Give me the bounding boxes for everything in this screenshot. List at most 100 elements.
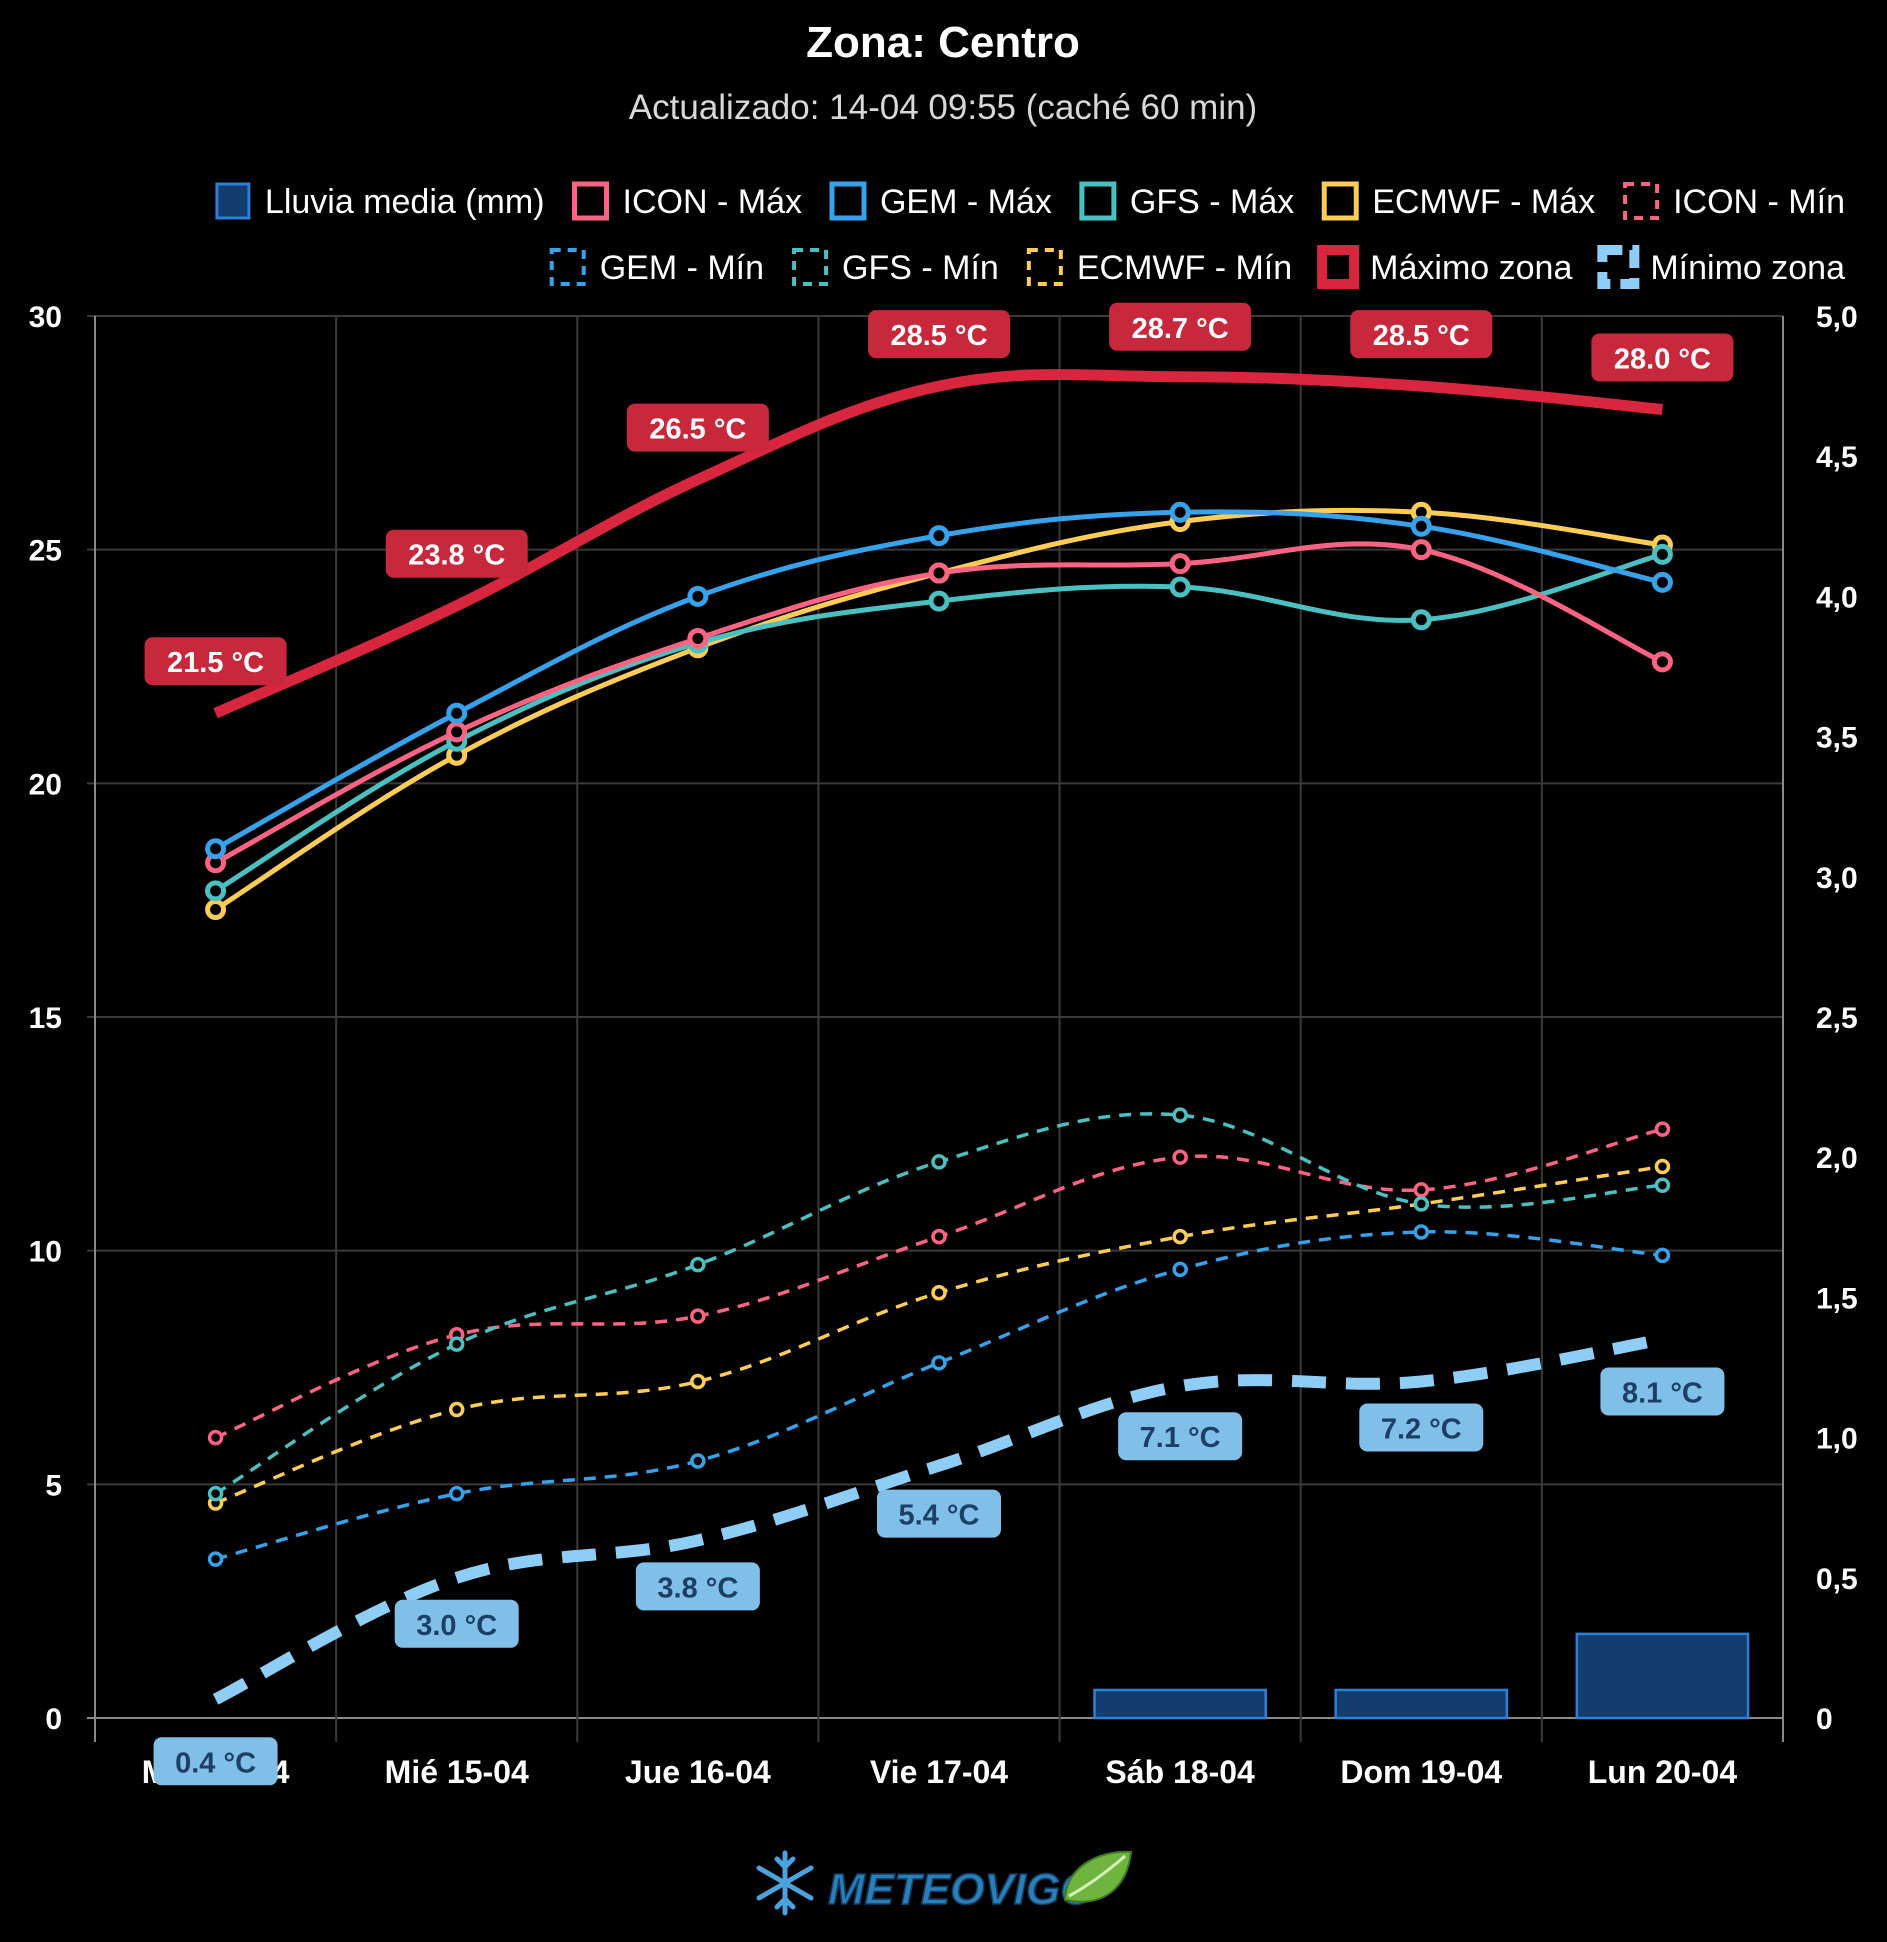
max-zone-label-text: 26.5 °C: [649, 414, 746, 446]
data-point: [1654, 1121, 1671, 1137]
legend-swatch: [549, 248, 586, 286]
data-point: [1169, 501, 1191, 523]
legend-swatch: [215, 182, 251, 220]
max-zone-label-bg: [1591, 333, 1734, 382]
min-zone-label-text: 3.8 °C: [657, 1572, 738, 1604]
max-zone-label-text: 28.7 °C: [1132, 313, 1229, 345]
rain-bar: [1334, 1688, 1509, 1720]
legend-label: GFS - Máx: [1130, 183, 1294, 221]
legend-item-ecmwf-max[interactable]: ECMWF - Máx: [1321, 181, 1595, 221]
max-zone-label-text: 21.5 °C: [167, 647, 264, 679]
series-line: [213, 368, 1663, 719]
data-point: [1172, 1261, 1188, 1278]
max-zone-label-text: 23.8 °C: [408, 540, 505, 572]
series-minimo-zona: [212, 1333, 1664, 1705]
x-tick-label: Dom 19-04: [1340, 1754, 1502, 1790]
y-left-tick-label: 25: [29, 535, 62, 568]
data-point: [690, 1308, 706, 1324]
max-zone-label-bg: [385, 529, 528, 578]
chart-title: Zona: Centro: [806, 18, 1080, 67]
legend-label: ICON - Mín: [1673, 183, 1845, 221]
legend-item-icon-max[interactable]: ICON - Máx: [572, 181, 802, 221]
y-right-tick-label: 2,0: [1816, 1142, 1858, 1175]
x-tick-label: Jue 16-04: [625, 1754, 771, 1790]
min-zone-label: 3.0 °C: [394, 1599, 519, 1648]
data-point: [1169, 553, 1191, 575]
legend-swatch: [829, 181, 867, 221]
data-point: [205, 838, 227, 860]
max-zone-label-bg: [868, 310, 1010, 359]
y-right-tick-label: 3,0: [1816, 862, 1858, 895]
legend-item-icon-min[interactable]: ICON - Mín: [1623, 182, 1845, 221]
max-zone-label-text: 28.5 °C: [890, 320, 987, 352]
data-point: [928, 590, 950, 612]
data-point: [931, 1355, 947, 1371]
legend-swatch: [1623, 182, 1660, 220]
rain-bar: [1093, 1688, 1267, 1720]
y-left-tick-label: 30: [29, 301, 62, 334]
rain-bar: [1575, 1632, 1750, 1720]
chart-subtitle: Actualizado: 14-04 09:55 (caché 60 min): [629, 88, 1257, 127]
data-point: [207, 1429, 224, 1446]
min-zone-label: 0.4 °C: [153, 1737, 278, 1786]
legend: Lluvia media (mm) ICON - Máx GEM - Máx GFS …: [215, 181, 1845, 289]
min-zone-label-text: 5.4 °C: [899, 1500, 980, 1532]
x-tick-label: Sáb 18-04: [1105, 1754, 1255, 1790]
leaf-icon: [1063, 1850, 1133, 1903]
legend-swatch: [1321, 181, 1359, 221]
legend-label: Máximo zona: [1370, 249, 1572, 287]
y-right-tick-label: 1,0: [1816, 1423, 1858, 1456]
legend-item-gem-min[interactable]: GEM - Mín: [549, 248, 764, 287]
min-zone-label-bg: [1600, 1367, 1725, 1416]
x-tick-label: Mié 15-04: [385, 1754, 529, 1790]
legend-swatch: [1317, 245, 1360, 289]
max-zone-label-text: 28.5 °C: [1373, 320, 1470, 352]
series-gfs-min: [207, 1107, 1671, 1502]
data-point: [448, 1485, 465, 1502]
data-point: [690, 1256, 706, 1273]
min-zone-label: 5.4 °C: [877, 1489, 1001, 1538]
data-point: [448, 1336, 465, 1352]
legend-label: Mínimo zona: [1650, 249, 1845, 287]
x-tick-label: Vie 17-04: [870, 1754, 1008, 1790]
data-point: [1172, 1107, 1188, 1123]
legend-item-lluvia-media-mm[interactable]: Lluvia media (mm): [215, 182, 545, 221]
max-zone-label-bg: [626, 403, 769, 452]
data-point: [1651, 543, 1673, 565]
data-point: [1651, 571, 1673, 593]
legend-swatch: [1026, 248, 1063, 286]
min-zone-label-bg: [153, 1737, 278, 1786]
y-left-tick-label: 20: [29, 768, 62, 801]
min-zone-label-bg: [1359, 1403, 1484, 1452]
legend-swatch: [1597, 245, 1640, 289]
data-point: [1172, 1149, 1188, 1165]
max-zone-label: 26.5 °C: [626, 403, 769, 452]
min-zone-label: 8.1 °C: [1600, 1367, 1725, 1416]
y-left-tick-label: 5: [45, 1469, 62, 1502]
y-right-tick-label: 1,5: [1816, 1282, 1858, 1315]
legend-item-gfs-min[interactable]: GFS - Mín: [792, 248, 999, 287]
min-zone-label-bg: [635, 1562, 760, 1611]
series-lines: [205, 368, 1673, 1705]
legend-label: ICON - Máx: [623, 183, 802, 221]
legend-label: ECMWF - Mín: [1077, 249, 1292, 287]
data-point: [205, 899, 227, 921]
legend-item-ecmwf-min[interactable]: ECMWF - Mín: [1026, 248, 1292, 287]
legend-item-minimo-zona[interactable]: Mínimo zona: [1597, 245, 1845, 289]
logo: METEOVIGO: [756, 1850, 1133, 1916]
data-point: [1169, 576, 1191, 598]
data-point: [931, 1154, 947, 1170]
legend-label: Lluvia media (mm): [265, 183, 545, 221]
y-left-tick-label: 15: [29, 1002, 62, 1035]
y-right-tick-label: 0: [1816, 1703, 1833, 1736]
legend-item-gem-max[interactable]: GEM - Máx: [829, 181, 1052, 221]
legend-item-maximo-zona[interactable]: Máximo zona: [1317, 245, 1572, 289]
data-point: [1410, 539, 1432, 561]
legend-item-gfs-max[interactable]: GFS - Máx: [1079, 181, 1294, 221]
y-right-tick-label: 2,5: [1816, 1002, 1858, 1035]
series-gem-min: [207, 1224, 1671, 1567]
data-point: [205, 880, 227, 902]
min-zone-label-text: 0.4 °C: [175, 1747, 256, 1779]
legend-swatch: [1079, 181, 1117, 221]
